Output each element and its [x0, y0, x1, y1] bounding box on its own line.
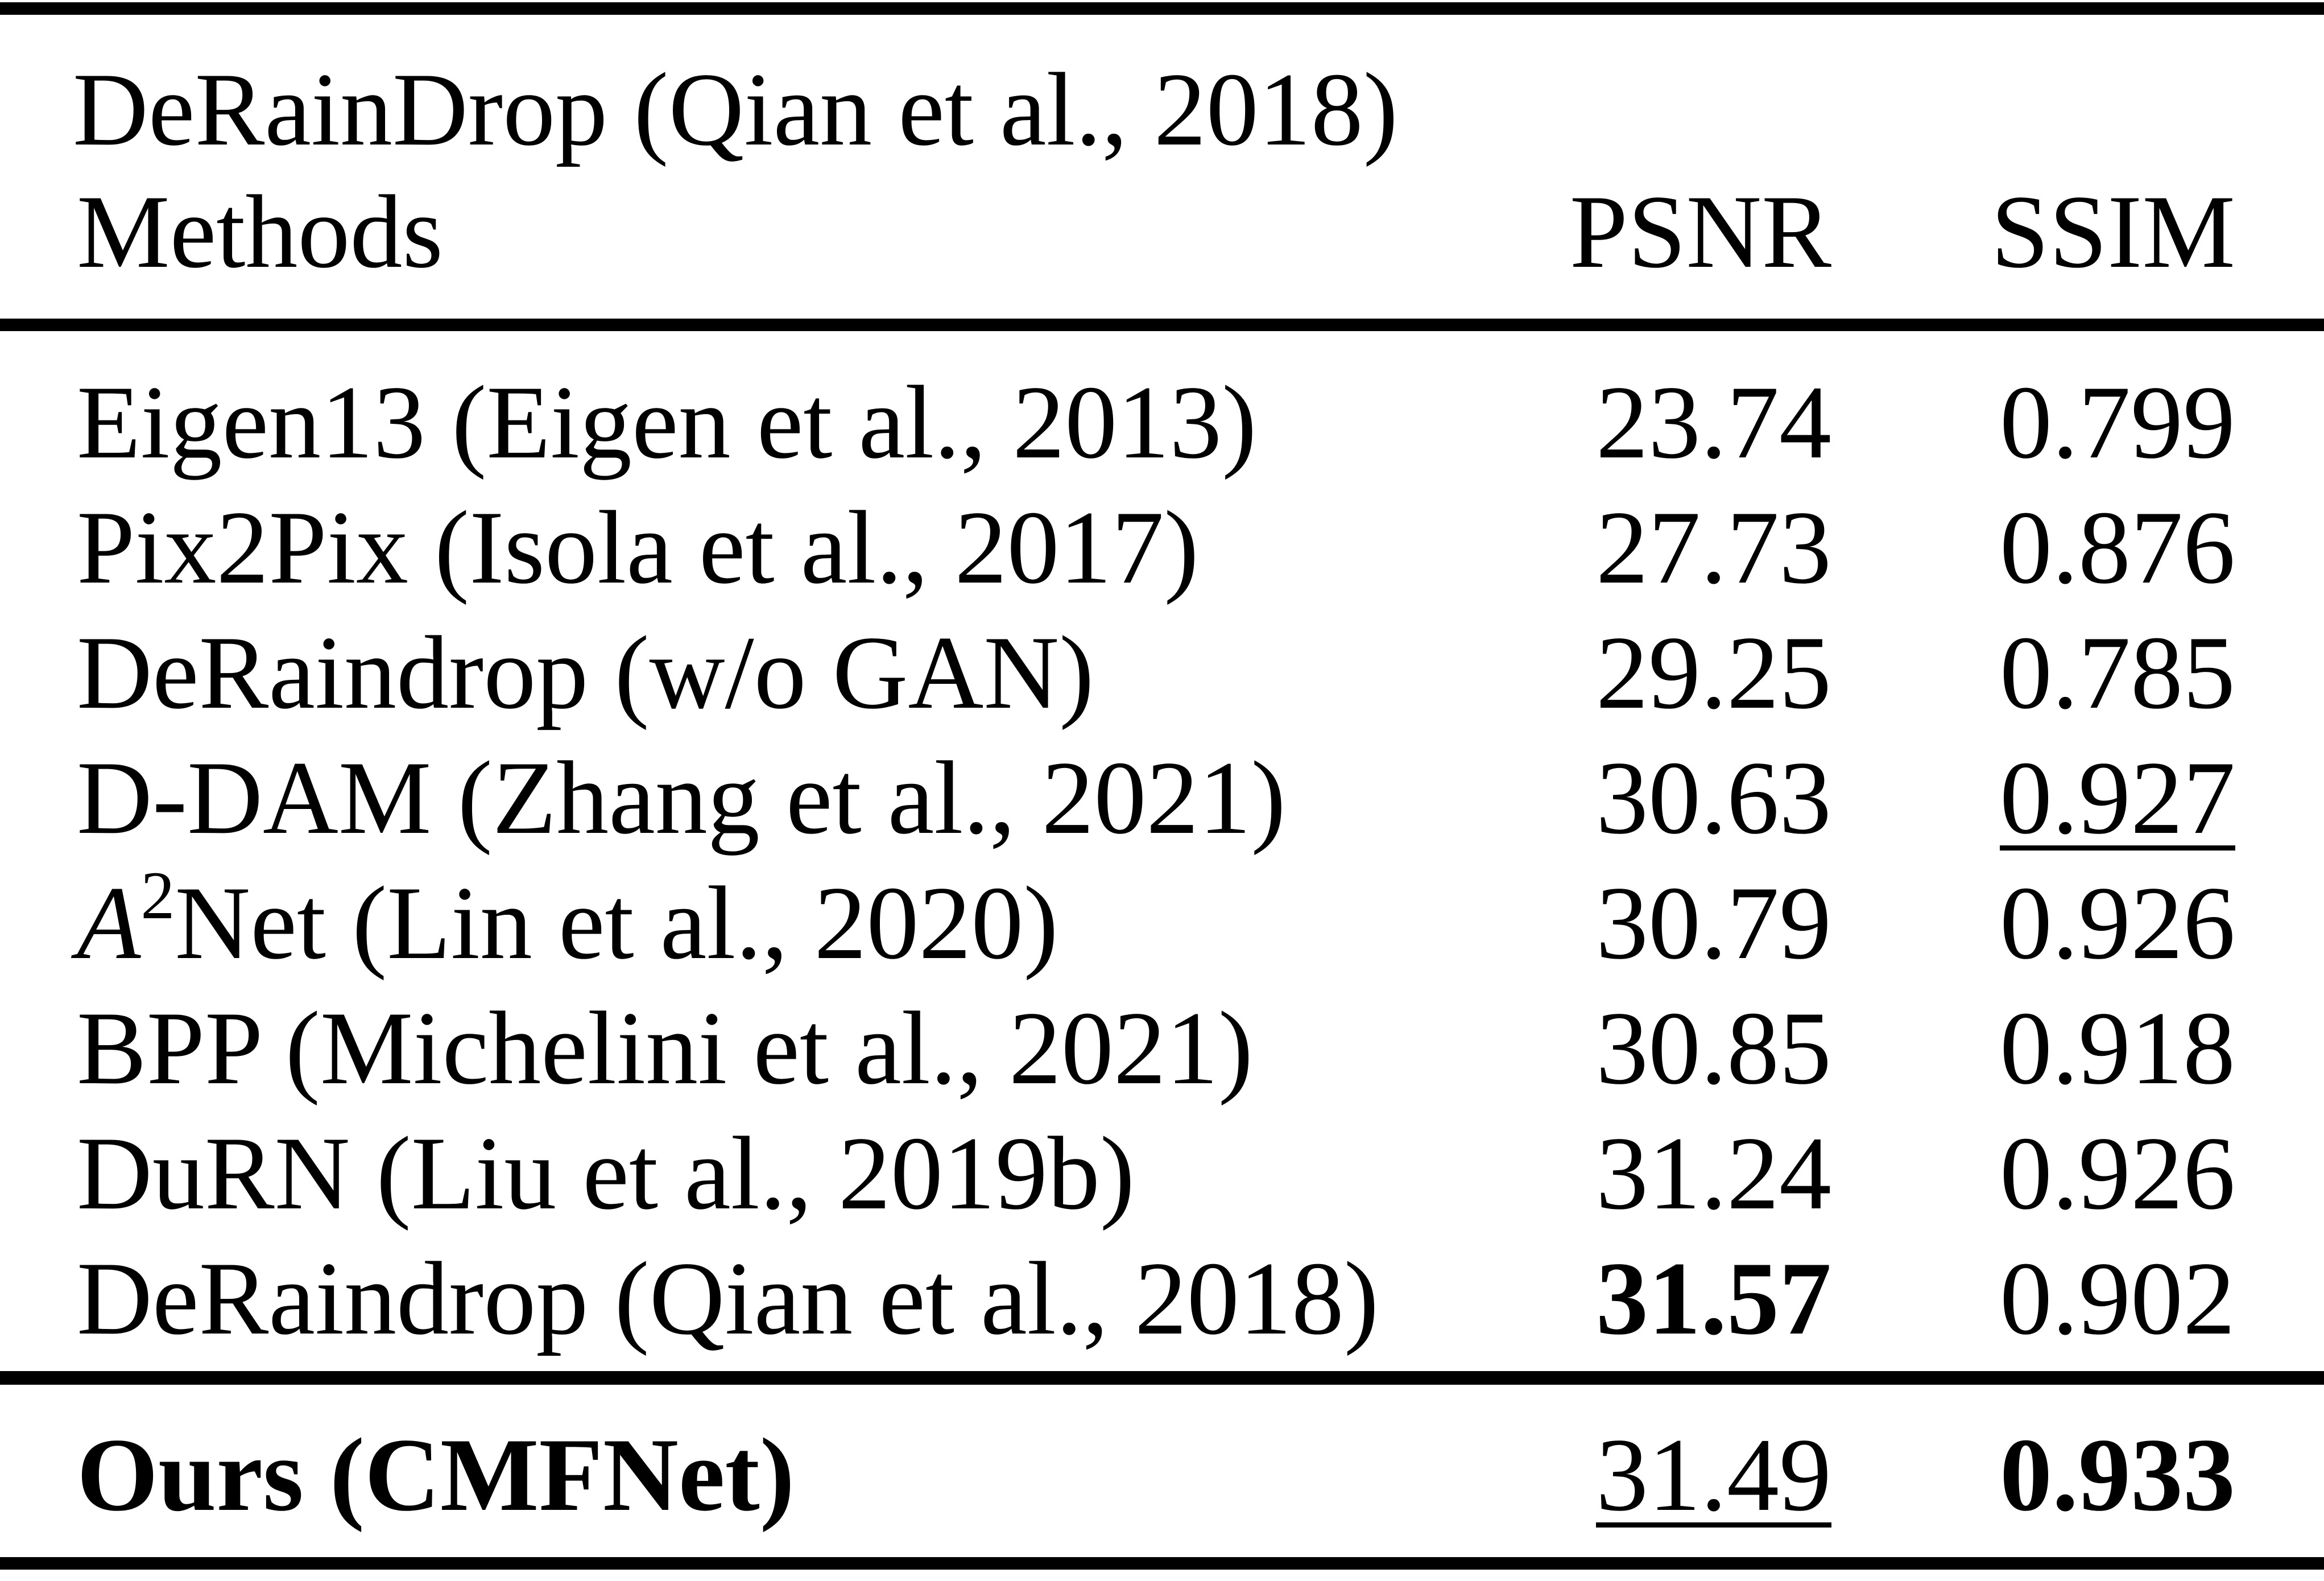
method-prefix: A [77, 865, 141, 981]
row-psnr: 30.79 [1596, 865, 1831, 981]
row-ssim-underlined: 0.927 [1934, 745, 2235, 850]
row-ssim: 0.876 [2000, 489, 2235, 605]
row-ssim: 0.926 [2000, 1115, 2235, 1231]
row-method: Eigen13 (Eigen et al., 2013) [77, 364, 1257, 480]
row-ssim: 0.918 [2000, 990, 2235, 1106]
second-best-psnr: 31.49 [1596, 1417, 1831, 1533]
best-ssim: 0.933 [2000, 1417, 2235, 1533]
header-psnr: PSNR [1569, 174, 1831, 290]
best-psnr: 31.57 [1596, 1240, 1831, 1356]
row-method: A2Net (Lin et al., 2020) [77, 861, 1058, 976]
row-ssim: 0.785 [2000, 614, 2235, 730]
row-psnr: 30.63 [1596, 740, 1831, 856]
bottom-rule [0, 1557, 2324, 1570]
row-method: DeRaindrop (w/o GAN) [77, 614, 1094, 730]
ours-method: Ours (CMFNet) [77, 1417, 795, 1533]
row-method: Pix2Pix (Isola et al., 2017) [77, 489, 1199, 605]
row-psnr: 30.85 [1596, 990, 1831, 1106]
row-method: BPP (Michelini et al., 2021) [77, 990, 1254, 1106]
top-rule [0, 2, 2324, 15]
row-ssim: 0.902 [2000, 1240, 2235, 1356]
method-suffix: Net (Lin et al., 2020) [175, 865, 1058, 981]
header-ssim: SSIM [1991, 174, 2235, 290]
row-ssim: 0.799 [2000, 364, 2235, 480]
header-methods: Methods [77, 174, 443, 290]
row-psnr: 27.73 [1596, 489, 1831, 605]
header-rule [0, 319, 2324, 331]
row-method: D-DAM (Zhang et al., 2021) [77, 740, 1286, 856]
dataset-title: DeRainDrop (Qian et al., 2018) [72, 51, 1398, 167]
row-method: DeRaindrop (Qian et al., 2018) [77, 1240, 1379, 1356]
row-psnr: 29.25 [1596, 614, 1831, 730]
row-psnr: 23.74 [1596, 364, 1831, 480]
row-ssim: 0.926 [2000, 865, 2235, 981]
row-method: DuRN (Liu et al., 2019b) [77, 1115, 1135, 1231]
ours-separator-rule [0, 1371, 2324, 1385]
method-superscript: 2 [140, 857, 175, 933]
ours-psnr-underlined: 31.49 [1536, 1422, 1831, 1527]
row-psnr: 31.24 [1596, 1115, 1831, 1231]
second-best-ssim: 0.927 [2000, 740, 2235, 856]
